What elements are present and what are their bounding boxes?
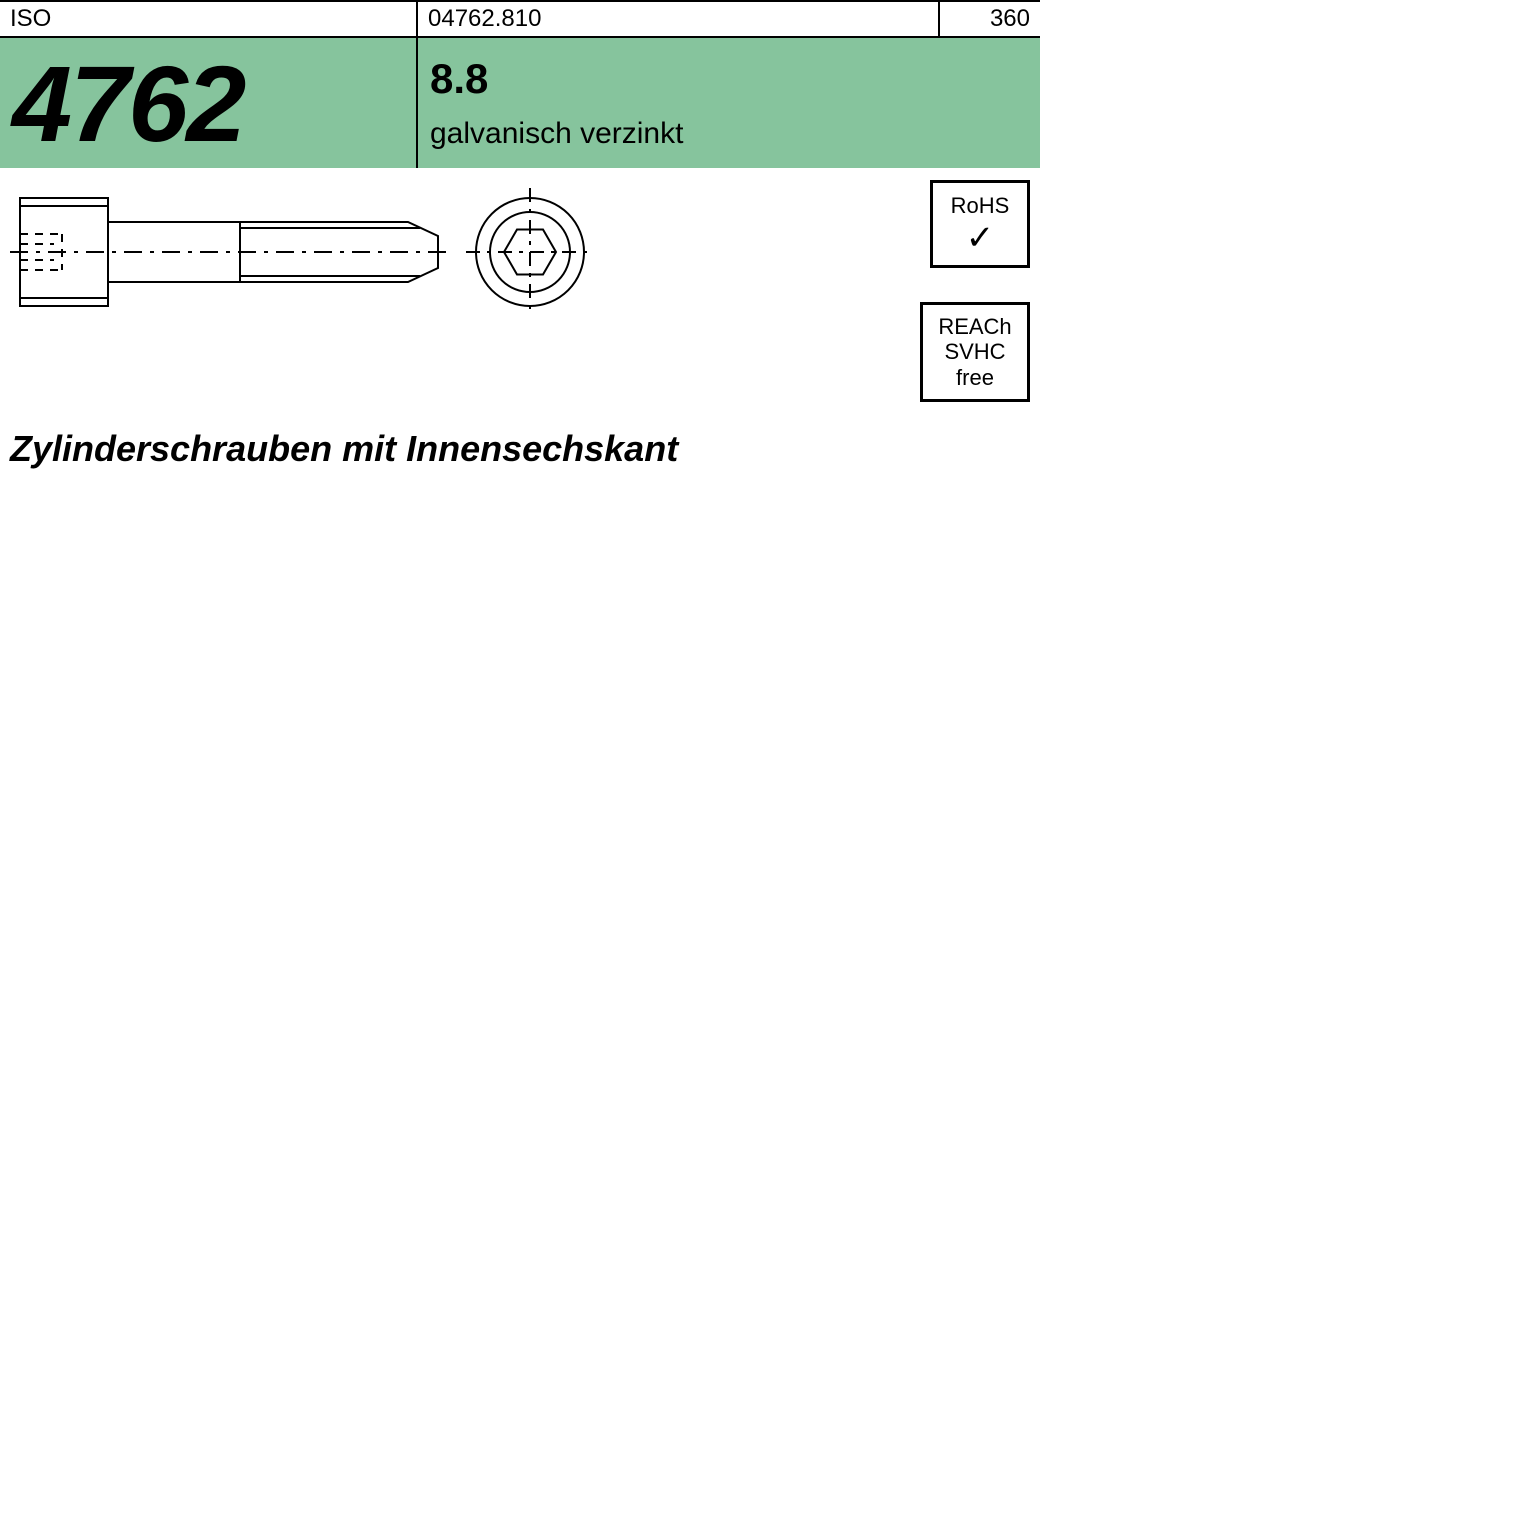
check-icon: ✓ (966, 221, 995, 255)
standard-detail-cell: 8.8 galvanisch verzinkt (418, 38, 1040, 168)
title-row: Zylinderschrauben mit Innensechskant (0, 428, 1040, 500)
header-num-label: 360 (990, 5, 1030, 33)
header-code-label: 04762.810 (428, 5, 541, 33)
header-num: 360 (940, 2, 1040, 36)
reach-line3: free (956, 365, 994, 390)
standard-number-cell: 4762 (0, 38, 418, 168)
standard-finish: galvanisch verzinkt (430, 117, 1028, 151)
reach-badge: REACh SVHC free (920, 302, 1030, 402)
spec-card: ISO 04762.810 360 4762 8.8 galvanisch ve… (0, 0, 1040, 500)
reach-line1: REACh (938, 314, 1011, 339)
rohs-badge: RoHS ✓ (930, 180, 1030, 268)
reach-line2: SVHC (944, 339, 1005, 364)
diagram-area: RoHS ✓ REACh SVHC free (0, 168, 1040, 428)
standard-number: 4762 (12, 41, 244, 166)
rohs-label: RoHS (951, 193, 1010, 218)
standard-grade: 8.8 (430, 55, 1028, 103)
product-title: Zylinderschrauben mit Innensechskant (10, 428, 678, 469)
standard-row: 4762 8.8 galvanisch verzinkt (0, 38, 1040, 168)
screw-diagram (10, 188, 610, 328)
header-row: ISO 04762.810 360 (0, 0, 1040, 38)
header-iso: ISO (0, 2, 418, 36)
header-code: 04762.810 (418, 2, 940, 36)
header-iso-label: ISO (10, 5, 51, 33)
